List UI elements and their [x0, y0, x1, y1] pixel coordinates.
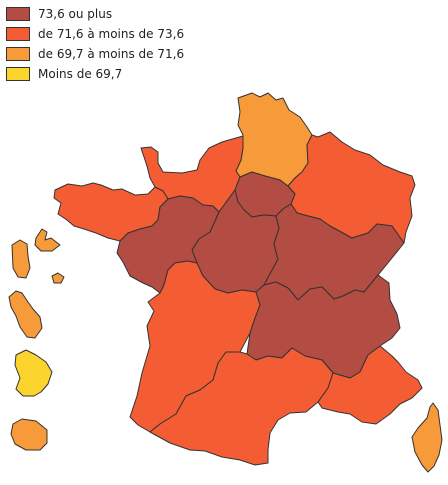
legend-item: de 69,7 à moins de 71,6 — [6, 44, 184, 63]
legend-item: 73,6 ou plus — [6, 4, 184, 23]
legend-item: de 71,6 à moins de 73,6 — [6, 24, 184, 43]
region-reunion — [10, 418, 48, 451]
region-hauts-de-france — [235, 92, 313, 187]
map-legend: 73,6 ou plus de 71,6 à moins de 73,6 de … — [6, 4, 184, 84]
legend-label: 73,6 ou plus — [38, 6, 113, 21]
region-paca — [317, 345, 423, 425]
legend-swatch — [6, 46, 30, 61]
region-guadeloupe — [11, 239, 31, 279]
legend-label: de 71,6 à moins de 73,6 — [38, 26, 185, 41]
region-guyane — [14, 349, 53, 397]
region-corse — [411, 402, 443, 473]
region-guadeloupe-island — [51, 272, 65, 284]
legend-item: Moins de 69,7 — [6, 64, 184, 83]
legend-swatch — [6, 26, 30, 41]
region-pays-de-la-loire — [116, 195, 220, 294]
region-martinique — [8, 290, 43, 339]
legend-label: Moins de 69,7 — [38, 66, 123, 81]
legend-swatch — [6, 66, 30, 81]
legend-label: de 69,7 à moins de 71,6 — [38, 46, 185, 61]
legend-swatch — [6, 6, 30, 21]
region-guadeloupe-east — [34, 228, 61, 252]
